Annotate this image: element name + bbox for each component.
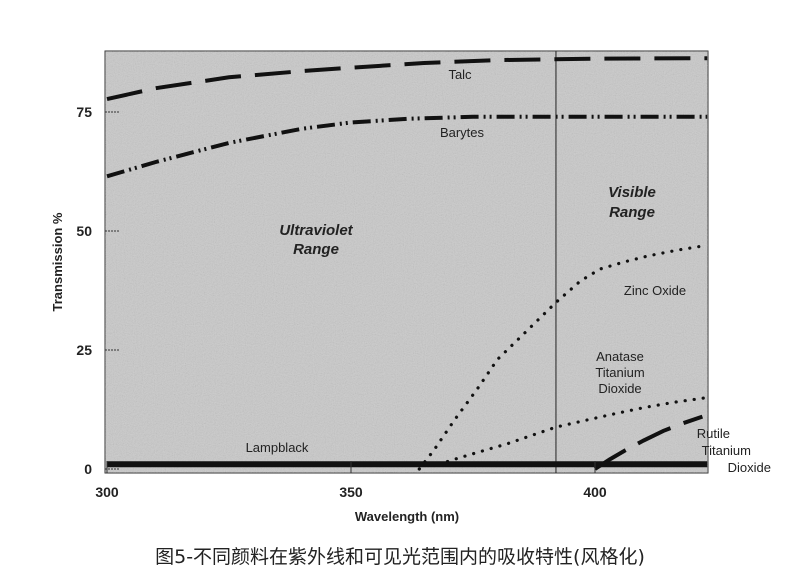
label-talc: Talc bbox=[448, 67, 472, 82]
x-axis-label: Wavelength (nm) bbox=[355, 509, 459, 524]
transmission-chart: 300 350 400 0 25 50 75 Wavelength (nm) T… bbox=[50, 50, 771, 524]
y-tick-label: 50 bbox=[76, 223, 92, 239]
x-tick-label: 350 bbox=[339, 484, 363, 500]
label-rutile: Titanium bbox=[702, 443, 751, 458]
label-lampblack: Lampblack bbox=[246, 440, 309, 455]
label-ultraviolet: Ultraviolet bbox=[279, 222, 353, 239]
label-rutile: Rutile bbox=[697, 426, 730, 441]
figure-caption: 图5-不同颜料在紫外线和可见光范围内的吸收特性(风格化) bbox=[155, 546, 645, 568]
label-anatase: Titanium bbox=[595, 365, 644, 380]
x-tick-label: 300 bbox=[95, 484, 119, 500]
label-ultraviolet-range: Range bbox=[293, 241, 339, 258]
y-axis-label: Transmission % bbox=[50, 212, 65, 311]
label-rutile: Dioxide bbox=[728, 460, 771, 475]
series-line-talc bbox=[106, 56, 708, 102]
label-anatase: Dioxide bbox=[598, 381, 641, 396]
y-tick-label: 75 bbox=[76, 104, 92, 120]
label-barytes: Barytes bbox=[440, 125, 485, 140]
label-anatase: Anatase bbox=[596, 349, 644, 364]
x-tick-label: 400 bbox=[583, 484, 607, 500]
label-zinc-oxide: Zinc Oxide bbox=[624, 283, 686, 298]
series-line-barytes bbox=[106, 114, 708, 179]
plot-texture bbox=[105, 51, 708, 473]
series-line-rutile-titanium-dioxide bbox=[593, 414, 704, 471]
y-tick-label: 0 bbox=[84, 461, 92, 477]
label-visible: Visible bbox=[608, 184, 656, 201]
label-visible-range: Range bbox=[609, 204, 655, 221]
y-tick-label: 25 bbox=[76, 342, 92, 358]
